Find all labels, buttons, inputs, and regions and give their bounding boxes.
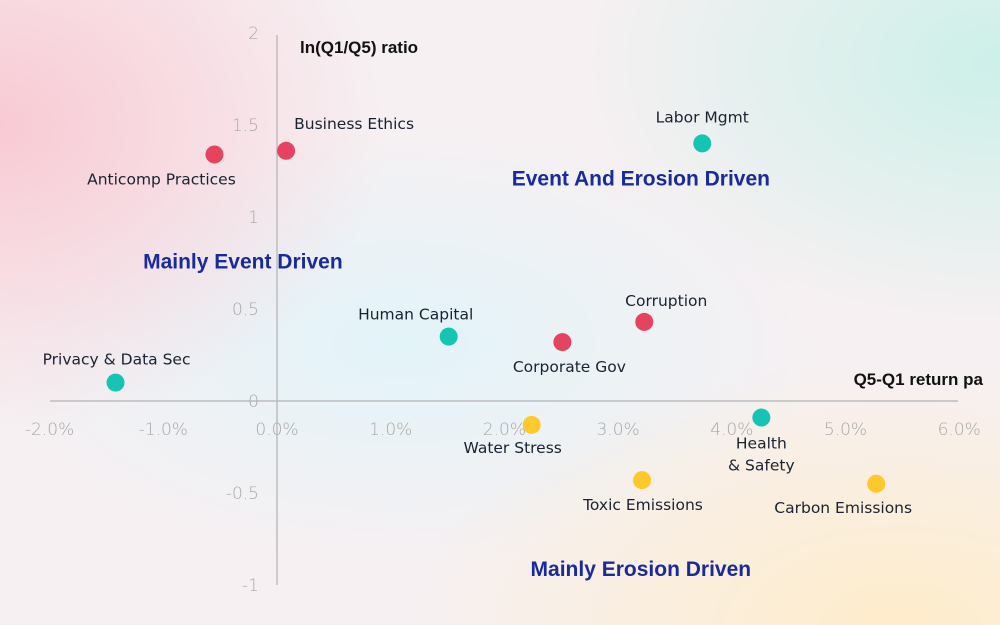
data-point[interactable]: [205, 145, 224, 164]
point-label: Health: [736, 435, 787, 453]
point-label: Carbon Emissions: [774, 499, 912, 517]
x-tick-labels: -2.0% -1.0% 0.0% 1.0% 2.0% 3.0% 4.0% 5.0% 6.0%: [25, 420, 981, 440]
y-tick-label: 0.5: [232, 300, 259, 320]
data-point[interactable]: [752, 408, 771, 427]
point-label: & Safety: [728, 457, 795, 475]
point-label: Human Capital: [358, 306, 473, 324]
quadrant-label: Event And Erosion Driven: [512, 168, 770, 191]
x-tick-label: -1.0%: [139, 420, 188, 440]
data-points: [106, 134, 886, 493]
data-point[interactable]: [867, 474, 886, 493]
point-label: Anticomp Practices: [87, 170, 236, 188]
point-label: Business Ethics: [294, 115, 414, 133]
data-point[interactable]: [693, 134, 712, 153]
y-tick-label: 2: [248, 24, 259, 44]
x-axis-title: Q5-Q1 return pa: [854, 370, 984, 389]
point-label: Water Stress: [463, 439, 561, 457]
x-tick-label: -2.0%: [25, 420, 74, 440]
x-tick-label: 1.0%: [369, 420, 412, 440]
quadrant-labels: Event And Erosion Driven Mainly Event Dri…: [143, 168, 770, 581]
x-tick-label: 2.0%: [483, 420, 526, 440]
y-tick-label: 0: [248, 392, 259, 412]
y-tick-labels: -1 -0.5 0 0.5 1 1.5 2: [226, 24, 259, 596]
data-point[interactable]: [439, 327, 458, 346]
x-tick-label: 3.0%: [596, 420, 639, 440]
x-tick-label: 5.0%: [824, 420, 867, 440]
y-tick-label: 1: [248, 208, 259, 228]
y-axis-title: ln(Q1/Q5) ratio: [300, 38, 418, 57]
y-tick-label: -1: [242, 576, 259, 596]
data-point[interactable]: [106, 373, 125, 392]
quadrant-label: Mainly Event Driven: [143, 251, 343, 274]
x-tick-label: 6.0%: [938, 420, 981, 440]
x-tick-label: 0.0%: [255, 420, 298, 440]
point-labels: Anticomp Practices Business Ethics Labor M…: [43, 108, 913, 516]
point-label: Toxic Emissions: [582, 496, 703, 514]
x-tick-label: 4.0%: [710, 420, 753, 440]
point-label: Labor Mgmt: [656, 108, 749, 126]
data-point[interactable]: [553, 333, 572, 352]
data-point[interactable]: [632, 471, 651, 490]
point-label: Corporate Gov: [513, 358, 626, 376]
axes: [50, 35, 958, 585]
y-tick-label: 1.5: [232, 116, 259, 136]
data-point[interactable]: [522, 415, 541, 434]
y-tick-label: -0.5: [226, 484, 259, 504]
quadrant-label: Mainly Erosion Driven: [531, 558, 752, 581]
point-label: Corruption: [625, 292, 707, 310]
data-point[interactable]: [277, 141, 296, 160]
point-label: Privacy & Data Sec: [43, 351, 191, 369]
data-point[interactable]: [635, 312, 654, 331]
